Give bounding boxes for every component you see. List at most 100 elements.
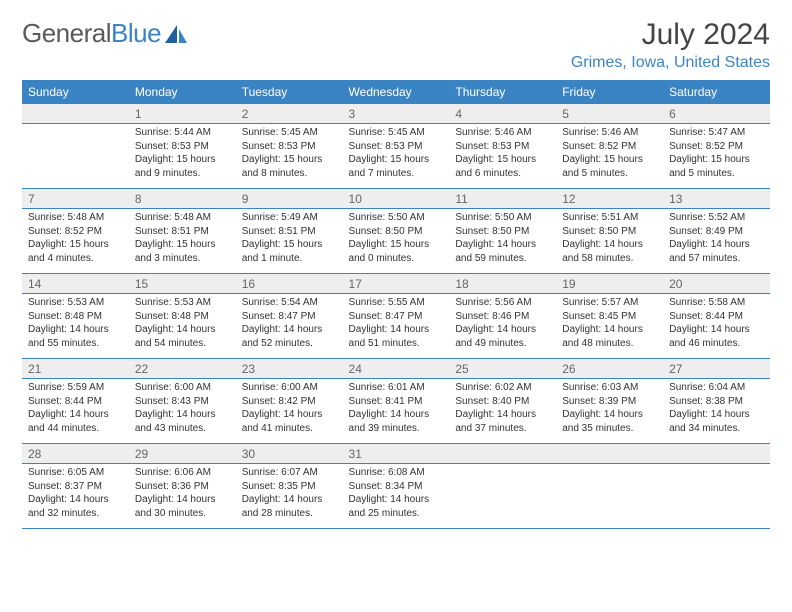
day-cell-text: Sunrise: 5:53 AM Sunset: 8:48 PM Dayligh… xyxy=(129,294,236,359)
day-cell-number: 22 xyxy=(129,359,236,379)
day-number: 13 xyxy=(663,189,770,208)
day-cell-text: Sunrise: 5:51 AM Sunset: 8:50 PM Dayligh… xyxy=(556,209,663,274)
day-detail-text: Sunrise: 5:56 AM Sunset: 8:46 PM Dayligh… xyxy=(449,294,556,358)
day-number: 28 xyxy=(22,444,129,463)
day-number: 26 xyxy=(556,359,663,378)
day-cell-number: 23 xyxy=(236,359,343,379)
day-cell-text: Sunrise: 5:48 AM Sunset: 8:52 PM Dayligh… xyxy=(22,209,129,274)
day-detail-text: Sunrise: 6:00 AM Sunset: 8:42 PM Dayligh… xyxy=(236,379,343,443)
day-cell-text xyxy=(449,464,556,529)
day-detail-text: Sunrise: 5:59 AM Sunset: 8:44 PM Dayligh… xyxy=(22,379,129,443)
day-header: Wednesday xyxy=(343,80,450,104)
day-cell-text: Sunrise: 6:00 AM Sunset: 8:42 PM Dayligh… xyxy=(236,379,343,444)
day-detail-text: Sunrise: 5:45 AM Sunset: 8:53 PM Dayligh… xyxy=(236,124,343,188)
day-cell-text: Sunrise: 6:05 AM Sunset: 8:37 PM Dayligh… xyxy=(22,464,129,529)
day-cell-text: Sunrise: 5:46 AM Sunset: 8:52 PM Dayligh… xyxy=(556,124,663,189)
day-cell-text: Sunrise: 6:06 AM Sunset: 8:36 PM Dayligh… xyxy=(129,464,236,529)
day-number: 21 xyxy=(22,359,129,378)
day-detail-text: Sunrise: 5:44 AM Sunset: 8:53 PM Dayligh… xyxy=(129,124,236,188)
brand-name-right: Blue xyxy=(111,18,161,49)
day-number: 12 xyxy=(556,189,663,208)
day-cell-number: 14 xyxy=(22,274,129,294)
day-cell-number: 20 xyxy=(663,274,770,294)
day-cell-text: Sunrise: 5:49 AM Sunset: 8:51 PM Dayligh… xyxy=(236,209,343,274)
day-cell-number: 13 xyxy=(663,189,770,209)
day-cell-number: 18 xyxy=(449,274,556,294)
brand-name-left: General xyxy=(22,18,111,49)
brand-logo: GeneralBlue xyxy=(22,18,189,49)
day-cell-text: Sunrise: 6:00 AM Sunset: 8:43 PM Dayligh… xyxy=(129,379,236,444)
day-detail-text: Sunrise: 6:07 AM Sunset: 8:35 PM Dayligh… xyxy=(236,464,343,528)
week-daytext-row: Sunrise: 5:44 AM Sunset: 8:53 PM Dayligh… xyxy=(22,124,770,189)
week-daytext-row: Sunrise: 5:48 AM Sunset: 8:52 PM Dayligh… xyxy=(22,209,770,274)
day-cell-text: Sunrise: 5:52 AM Sunset: 8:49 PM Dayligh… xyxy=(663,209,770,274)
day-detail-text: Sunrise: 6:01 AM Sunset: 8:41 PM Dayligh… xyxy=(343,379,450,443)
day-number: 17 xyxy=(343,274,450,293)
day-number: 23 xyxy=(236,359,343,378)
day-cell-number: 4 xyxy=(449,104,556,124)
title-block: July 2024 Grimes, Iowa, United States xyxy=(571,18,770,72)
day-detail-text: Sunrise: 6:05 AM Sunset: 8:37 PM Dayligh… xyxy=(22,464,129,528)
day-cell-text: Sunrise: 5:45 AM Sunset: 8:53 PM Dayligh… xyxy=(343,124,450,189)
day-detail-text: Sunrise: 6:03 AM Sunset: 8:39 PM Dayligh… xyxy=(556,379,663,443)
day-cell-text: Sunrise: 5:58 AM Sunset: 8:44 PM Dayligh… xyxy=(663,294,770,359)
day-number: 20 xyxy=(663,274,770,293)
day-header: Thursday xyxy=(449,80,556,104)
day-number: 31 xyxy=(343,444,450,463)
day-cell-text: Sunrise: 5:44 AM Sunset: 8:53 PM Dayligh… xyxy=(129,124,236,189)
day-cell-text: Sunrise: 5:56 AM Sunset: 8:46 PM Dayligh… xyxy=(449,294,556,359)
day-cell-text: Sunrise: 6:04 AM Sunset: 8:38 PM Dayligh… xyxy=(663,379,770,444)
day-detail-text: Sunrise: 5:50 AM Sunset: 8:50 PM Dayligh… xyxy=(449,209,556,273)
day-detail-text: Sunrise: 6:00 AM Sunset: 8:43 PM Dayligh… xyxy=(129,379,236,443)
day-cell-text: Sunrise: 5:47 AM Sunset: 8:52 PM Dayligh… xyxy=(663,124,770,189)
day-number: 7 xyxy=(22,189,129,208)
day-number: 1 xyxy=(129,104,236,123)
day-cell-text: Sunrise: 5:50 AM Sunset: 8:50 PM Dayligh… xyxy=(449,209,556,274)
location-subtitle: Grimes, Iowa, United States xyxy=(571,54,770,72)
day-number: 6 xyxy=(663,104,770,123)
day-number: 22 xyxy=(129,359,236,378)
month-title: July 2024 xyxy=(571,18,770,52)
day-cell-number: 2 xyxy=(236,104,343,124)
day-cell-text: Sunrise: 5:48 AM Sunset: 8:51 PM Dayligh… xyxy=(129,209,236,274)
day-detail-text: Sunrise: 5:48 AM Sunset: 8:51 PM Dayligh… xyxy=(129,209,236,273)
day-detail-text: Sunrise: 6:06 AM Sunset: 8:36 PM Dayligh… xyxy=(129,464,236,528)
brand-sail-icon xyxy=(163,23,189,45)
day-cell-number: 16 xyxy=(236,274,343,294)
day-detail-text: Sunrise: 5:46 AM Sunset: 8:52 PM Dayligh… xyxy=(556,124,663,188)
day-cell-number: 30 xyxy=(236,444,343,464)
day-cell-text: Sunrise: 5:55 AM Sunset: 8:47 PM Dayligh… xyxy=(343,294,450,359)
day-cell-text: Sunrise: 5:50 AM Sunset: 8:50 PM Dayligh… xyxy=(343,209,450,274)
day-cell-number xyxy=(449,444,556,464)
day-cell-text xyxy=(22,124,129,189)
day-header: Friday xyxy=(556,80,663,104)
week-daynum-row: 14151617181920 xyxy=(22,274,770,294)
day-cell-text: Sunrise: 6:02 AM Sunset: 8:40 PM Dayligh… xyxy=(449,379,556,444)
day-cell-text: Sunrise: 6:07 AM Sunset: 8:35 PM Dayligh… xyxy=(236,464,343,529)
week-daynum-row: 78910111213 xyxy=(22,189,770,209)
day-detail-text: Sunrise: 5:52 AM Sunset: 8:49 PM Dayligh… xyxy=(663,209,770,273)
day-cell-number: 25 xyxy=(449,359,556,379)
day-cell-number: 11 xyxy=(449,189,556,209)
day-number: 30 xyxy=(236,444,343,463)
day-number: 29 xyxy=(129,444,236,463)
day-detail-text: Sunrise: 5:51 AM Sunset: 8:50 PM Dayligh… xyxy=(556,209,663,273)
day-cell-number: 1 xyxy=(129,104,236,124)
calendar-table: Sunday Monday Tuesday Wednesday Thursday… xyxy=(22,80,770,529)
day-cell-text: Sunrise: 5:46 AM Sunset: 8:53 PM Dayligh… xyxy=(449,124,556,189)
day-number: 25 xyxy=(449,359,556,378)
day-cell-number xyxy=(663,444,770,464)
week-daytext-row: Sunrise: 5:53 AM Sunset: 8:48 PM Dayligh… xyxy=(22,294,770,359)
day-detail-text: Sunrise: 6:02 AM Sunset: 8:40 PM Dayligh… xyxy=(449,379,556,443)
day-cell-text: Sunrise: 5:53 AM Sunset: 8:48 PM Dayligh… xyxy=(22,294,129,359)
day-header: Tuesday xyxy=(236,80,343,104)
day-cell-number: 17 xyxy=(343,274,450,294)
day-cell-number: 28 xyxy=(22,444,129,464)
day-cell-number: 10 xyxy=(343,189,450,209)
day-detail-text: Sunrise: 5:45 AM Sunset: 8:53 PM Dayligh… xyxy=(343,124,450,188)
day-header: Sunday xyxy=(22,80,129,104)
day-number: 11 xyxy=(449,189,556,208)
day-cell-number: 12 xyxy=(556,189,663,209)
day-detail-text: Sunrise: 5:58 AM Sunset: 8:44 PM Dayligh… xyxy=(663,294,770,358)
day-cell-number xyxy=(556,444,663,464)
